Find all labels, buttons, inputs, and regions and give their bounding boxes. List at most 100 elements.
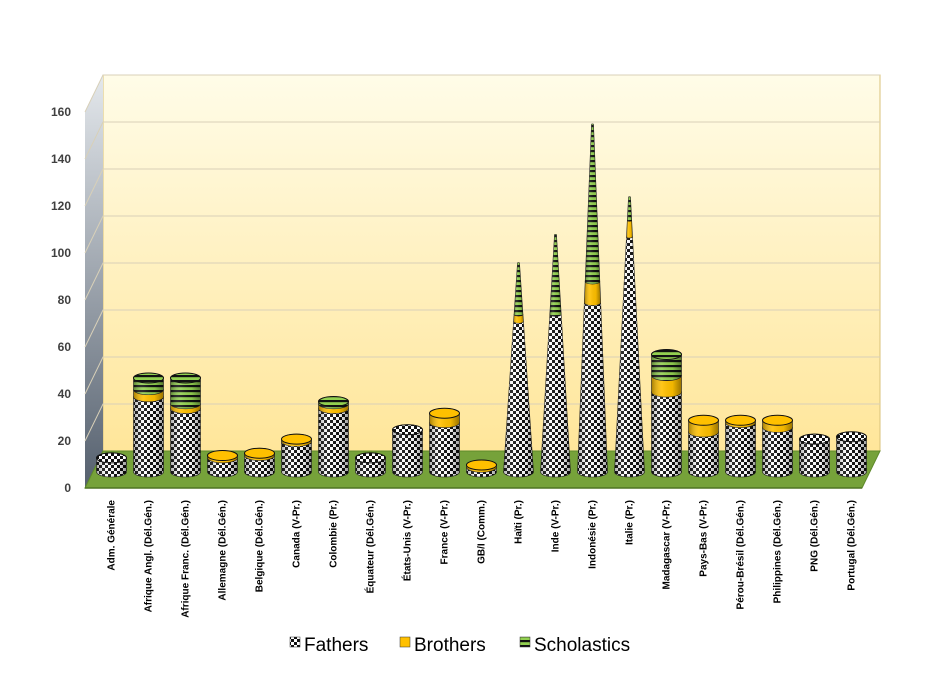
bar-shading	[392, 424, 423, 477]
y-tick-label: 60	[58, 340, 72, 354]
bar-group	[96, 452, 127, 478]
gridlines	[84, 74, 880, 442]
x-tick-label: Inde (V-Pr.)	[551, 500, 562, 552]
legend-label-scholastics: Scholastics	[534, 635, 630, 656]
x-tick-label: Afrique Franc. (Dél.Gén.)	[181, 500, 192, 618]
bars	[96, 123, 867, 478]
bar-shading	[626, 219, 633, 239]
gridline	[84, 74, 880, 113]
legend-swatch-scholastics	[519, 636, 531, 648]
bar-shading	[281, 436, 312, 477]
legend-label-brothers: Brothers	[414, 635, 486, 656]
x-tick-label: Portugal (Dél.Gén.)	[847, 500, 858, 591]
legend-swatch-brothers	[399, 636, 411, 648]
legend: Fathers Brothers Scholastics	[289, 635, 630, 656]
bar-group	[392, 424, 423, 478]
bar-shading	[651, 387, 682, 477]
bar-group	[244, 447, 275, 478]
bar-top-cap	[207, 450, 238, 462]
bar-shading	[688, 427, 719, 477]
bar-top-cap	[688, 414, 719, 426]
bar-group	[133, 372, 164, 478]
bar-top-cap	[836, 431, 867, 443]
bar-group	[466, 459, 497, 478]
y-tick-label: 20	[58, 434, 72, 448]
bar-group	[207, 450, 238, 478]
x-tick-label: États-Unis (V-Pr.)	[401, 500, 414, 581]
bar-shading	[627, 196, 632, 222]
x-tick-label: Italie (Pr.)	[625, 500, 636, 545]
bar-group	[688, 414, 719, 478]
bar-shading	[133, 391, 164, 477]
y-tick-label: 40	[58, 387, 72, 401]
x-axis: Adm. Générale Afrique Angl. (Dél.Gén.) Afr…	[107, 500, 858, 618]
legend-label-fathers: Fathers	[304, 635, 368, 656]
y-tick-label: 120	[51, 199, 71, 213]
gridline	[84, 168, 880, 207]
bar-top-cap	[133, 372, 164, 384]
bar-top-cap	[318, 396, 349, 407]
bar-group	[355, 452, 386, 478]
x-tick-label: GB/I (Comm.)	[477, 500, 488, 564]
bar-top-cap	[170, 372, 201, 384]
bar-top-cap	[651, 349, 682, 360]
bar-top-cap	[762, 414, 793, 426]
bar-top-cap	[466, 459, 497, 471]
bar-top-cap	[281, 433, 312, 445]
bar-group	[799, 433, 830, 478]
bar-shading	[799, 434, 830, 477]
bar-group	[762, 414, 793, 478]
bar-shading	[318, 403, 349, 477]
bar-top-cap	[799, 433, 830, 445]
bar-top-cap	[725, 414, 756, 426]
x-tick-label: Indonésie (Pr.)	[588, 500, 599, 569]
bar-shading	[514, 262, 523, 317]
bar-group	[725, 414, 756, 478]
x-tick-label: Belgique (Dél.Gén.)	[255, 500, 266, 592]
bar-group	[577, 123, 608, 478]
bar-top-cap	[96, 452, 127, 464]
y-tick-label: 80	[58, 293, 72, 307]
x-tick-label: Canada (V-Pr.)	[292, 500, 303, 568]
x-tick-label: Pays-Bas (V-Pr.)	[699, 500, 710, 577]
y-tick-label: 0	[64, 481, 71, 495]
bar-shading	[585, 123, 600, 285]
x-tick-label: PNG (Dél.Gén.)	[810, 500, 821, 572]
y-tick-label: 140	[51, 152, 71, 166]
y-axis: 0 20 40 60 80 100 120 140 160	[51, 105, 71, 495]
y-tick-label: 100	[51, 246, 71, 260]
x-tick-label: Madagascar (V-Pr.)	[662, 500, 673, 589]
bar-shading	[170, 403, 201, 477]
x-tick-label: Philippines (Dél.Gén.)	[773, 500, 784, 603]
bar-group	[429, 407, 460, 478]
gridline	[84, 309, 880, 348]
bar-shading	[549, 234, 562, 317]
bar-shading	[725, 417, 756, 477]
x-tick-label: France (V-Pr.)	[440, 500, 451, 564]
bar-group	[614, 196, 645, 478]
x-tick-label: Pérou-Brésil (Dél.Gén.)	[736, 500, 747, 609]
gridline	[84, 262, 880, 301]
bar-shading	[762, 422, 793, 477]
legend-swatch-fathers	[289, 636, 301, 648]
bar-shading	[577, 300, 608, 477]
x-tick-label: Afrique Angl. (Dél.Gén.)	[144, 500, 155, 612]
bar-group	[836, 431, 867, 478]
x-tick-label: Haïti (Pr.)	[514, 500, 525, 544]
gridline	[84, 121, 880, 160]
bar-shading	[540, 312, 571, 477]
bar-shading	[503, 319, 534, 477]
x-tick-label: Adm. Générale	[107, 500, 118, 571]
x-tick-label: Allemagne (Dél.Gén.)	[218, 500, 229, 601]
bar-shading	[614, 235, 645, 477]
bar-top-cap	[244, 447, 275, 459]
bar-group	[318, 396, 349, 478]
bar-group	[540, 234, 571, 478]
gridline	[84, 215, 880, 254]
plot-walls	[84, 74, 881, 489]
x-tick-label: Colombie (Pr.)	[329, 500, 340, 568]
bar-top-cap	[355, 452, 386, 464]
bar-shading	[836, 431, 867, 477]
y-tick-label: 160	[51, 105, 71, 119]
